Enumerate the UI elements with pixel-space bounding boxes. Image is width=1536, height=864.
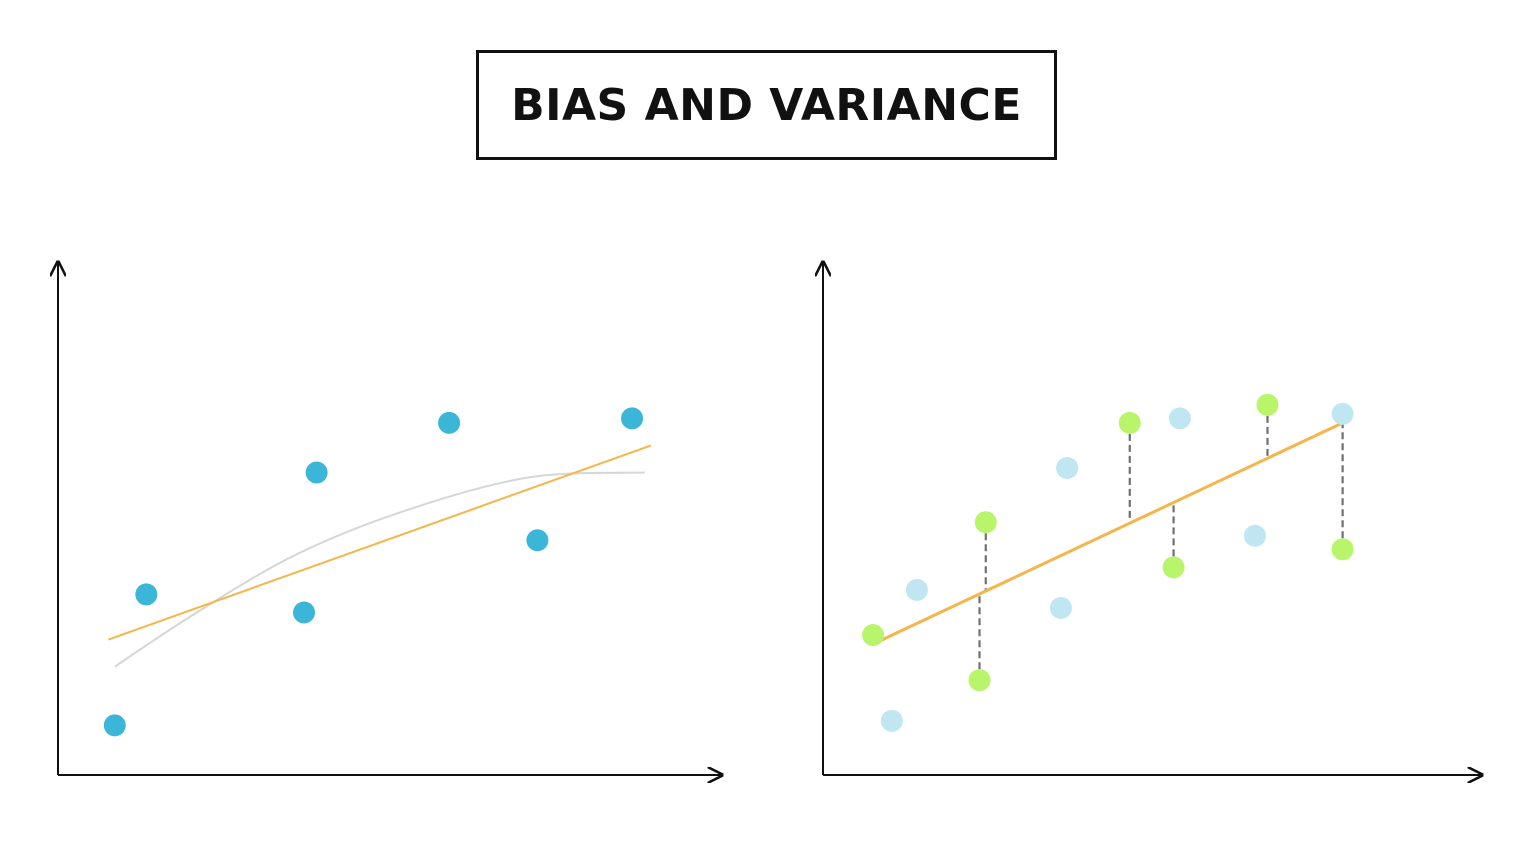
title-box: BIAS AND VARIANCE xyxy=(476,50,1057,160)
train-point xyxy=(1331,538,1354,561)
data-point xyxy=(135,583,158,606)
low-variance-chart xyxy=(58,262,722,775)
high-variance-chart xyxy=(823,262,1482,775)
test-point xyxy=(1243,524,1266,547)
data-point xyxy=(438,411,461,434)
data-point xyxy=(621,407,644,430)
train-point xyxy=(1256,393,1279,416)
train-point xyxy=(968,669,991,692)
test-point xyxy=(1331,402,1354,425)
train-point xyxy=(1162,556,1185,579)
curve-fit-line xyxy=(114,471,645,668)
linear-fit-line xyxy=(108,444,652,641)
train-point xyxy=(974,511,997,534)
test-point xyxy=(1056,457,1079,480)
test-point xyxy=(1168,407,1191,430)
page-title: BIAS AND VARIANCE xyxy=(511,79,1022,131)
train-point xyxy=(862,624,885,647)
data-point xyxy=(526,529,549,552)
test-point xyxy=(880,709,903,732)
train-point xyxy=(1118,411,1141,434)
linear-fit-line xyxy=(872,421,1344,646)
data-point xyxy=(103,714,126,737)
test-point xyxy=(905,578,928,601)
data-point xyxy=(305,461,328,484)
test-point xyxy=(1049,596,1072,619)
data-point xyxy=(293,601,316,624)
